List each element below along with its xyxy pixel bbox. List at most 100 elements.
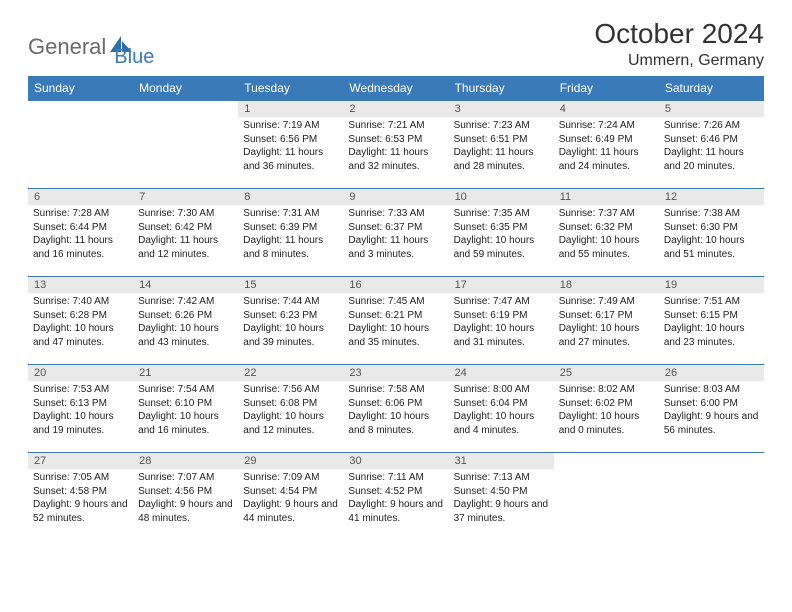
day-details: Sunrise: 7:53 AMSunset: 6:13 PMDaylight:… [28, 381, 133, 439]
day-details: Sunrise: 7:07 AMSunset: 4:56 PMDaylight:… [133, 469, 238, 527]
day-details: Sunrise: 7:58 AMSunset: 6:06 PMDaylight:… [343, 381, 448, 439]
day-cell: 16Sunrise: 7:45 AMSunset: 6:21 PMDayligh… [343, 277, 448, 365]
day-number: 15 [238, 277, 343, 293]
day-number: 26 [659, 365, 764, 381]
calendar-week-row: 20Sunrise: 7:53 AMSunset: 6:13 PMDayligh… [28, 365, 764, 453]
day-cell: 7Sunrise: 7:30 AMSunset: 6:42 PMDaylight… [133, 189, 238, 277]
day-number: 5 [659, 101, 764, 117]
empty-cell [28, 101, 133, 189]
day-number: 17 [449, 277, 554, 293]
day-cell: 9Sunrise: 7:33 AMSunset: 6:37 PMDaylight… [343, 189, 448, 277]
calendar-week-row: 6Sunrise: 7:28 AMSunset: 6:44 PMDaylight… [28, 189, 764, 277]
day-number: 31 [449, 453, 554, 469]
day-cell: 1Sunrise: 7:19 AMSunset: 6:56 PMDaylight… [238, 101, 343, 189]
day-cell: 12Sunrise: 7:38 AMSunset: 6:30 PMDayligh… [659, 189, 764, 277]
day-cell: 15Sunrise: 7:44 AMSunset: 6:23 PMDayligh… [238, 277, 343, 365]
empty-cell [554, 453, 659, 541]
empty-cell [133, 101, 238, 189]
day-header-row: SundayMondayTuesdayWednesdayThursdayFrid… [28, 76, 764, 101]
day-cell: 27Sunrise: 7:05 AMSunset: 4:58 PMDayligh… [28, 453, 133, 541]
day-details: Sunrise: 7:05 AMSunset: 4:58 PMDaylight:… [28, 469, 133, 527]
day-details: Sunrise: 7:21 AMSunset: 6:53 PMDaylight:… [343, 117, 448, 175]
empty-cell [659, 453, 764, 541]
day-details: Sunrise: 7:13 AMSunset: 4:50 PMDaylight:… [449, 469, 554, 527]
title-block: October 2024 Ummern, Germany [594, 18, 764, 70]
day-number: 12 [659, 189, 764, 205]
day-header: Wednesday [343, 76, 448, 101]
day-number: 30 [343, 453, 448, 469]
calendar-page: General Blue October 2024 Ummern, German… [0, 0, 792, 541]
day-header: Monday [133, 76, 238, 101]
day-number: 8 [238, 189, 343, 205]
day-cell: 17Sunrise: 7:47 AMSunset: 6:19 PMDayligh… [449, 277, 554, 365]
day-cell: 18Sunrise: 7:49 AMSunset: 6:17 PMDayligh… [554, 277, 659, 365]
day-cell: 23Sunrise: 7:58 AMSunset: 6:06 PMDayligh… [343, 365, 448, 453]
day-details: Sunrise: 7:37 AMSunset: 6:32 PMDaylight:… [554, 205, 659, 263]
day-details: Sunrise: 7:24 AMSunset: 6:49 PMDaylight:… [554, 117, 659, 175]
day-details: Sunrise: 8:00 AMSunset: 6:04 PMDaylight:… [449, 381, 554, 439]
day-number: 9 [343, 189, 448, 205]
day-details: Sunrise: 7:49 AMSunset: 6:17 PMDaylight:… [554, 293, 659, 351]
day-header: Tuesday [238, 76, 343, 101]
day-number: 1 [238, 101, 343, 117]
day-details: Sunrise: 7:56 AMSunset: 6:08 PMDaylight:… [238, 381, 343, 439]
logo-word2: Blue [114, 46, 154, 69]
day-details: Sunrise: 7:11 AMSunset: 4:52 PMDaylight:… [343, 469, 448, 527]
day-details: Sunrise: 7:19 AMSunset: 6:56 PMDaylight:… [238, 117, 343, 175]
day-details: Sunrise: 8:03 AMSunset: 6:00 PMDaylight:… [659, 381, 764, 439]
day-header: Friday [554, 76, 659, 101]
day-cell: 10Sunrise: 7:35 AMSunset: 6:35 PMDayligh… [449, 189, 554, 277]
day-cell: 3Sunrise: 7:23 AMSunset: 6:51 PMDaylight… [449, 101, 554, 189]
day-details: Sunrise: 7:54 AMSunset: 6:10 PMDaylight:… [133, 381, 238, 439]
day-number: 14 [133, 277, 238, 293]
day-cell: 5Sunrise: 7:26 AMSunset: 6:46 PMDaylight… [659, 101, 764, 189]
day-number: 3 [449, 101, 554, 117]
day-number: 19 [659, 277, 764, 293]
day-cell: 8Sunrise: 7:31 AMSunset: 6:39 PMDaylight… [238, 189, 343, 277]
header: General Blue October 2024 Ummern, German… [28, 18, 764, 70]
day-number: 20 [28, 365, 133, 381]
day-cell: 28Sunrise: 7:07 AMSunset: 4:56 PMDayligh… [133, 453, 238, 541]
day-cell: 24Sunrise: 8:00 AMSunset: 6:04 PMDayligh… [449, 365, 554, 453]
logo: General Blue [28, 24, 154, 69]
day-number: 22 [238, 365, 343, 381]
day-header: Thursday [449, 76, 554, 101]
day-cell: 20Sunrise: 7:53 AMSunset: 6:13 PMDayligh… [28, 365, 133, 453]
day-number: 24 [449, 365, 554, 381]
calendar-week-row: 1Sunrise: 7:19 AMSunset: 6:56 PMDaylight… [28, 101, 764, 189]
day-cell: 19Sunrise: 7:51 AMSunset: 6:15 PMDayligh… [659, 277, 764, 365]
day-number: 10 [449, 189, 554, 205]
day-cell: 14Sunrise: 7:42 AMSunset: 6:26 PMDayligh… [133, 277, 238, 365]
month-title: October 2024 [594, 18, 764, 50]
day-cell: 30Sunrise: 7:11 AMSunset: 4:52 PMDayligh… [343, 453, 448, 541]
day-details: Sunrise: 7:09 AMSunset: 4:54 PMDaylight:… [238, 469, 343, 527]
calendar-table: SundayMondayTuesdayWednesdayThursdayFrid… [28, 76, 764, 541]
day-number: 16 [343, 277, 448, 293]
day-details: Sunrise: 7:40 AMSunset: 6:28 PMDaylight:… [28, 293, 133, 351]
day-number: 6 [28, 189, 133, 205]
day-header: Sunday [28, 76, 133, 101]
day-number: 13 [28, 277, 133, 293]
day-cell: 21Sunrise: 7:54 AMSunset: 6:10 PMDayligh… [133, 365, 238, 453]
day-cell: 4Sunrise: 7:24 AMSunset: 6:49 PMDaylight… [554, 101, 659, 189]
logo-word1: General [28, 34, 106, 60]
day-cell: 13Sunrise: 7:40 AMSunset: 6:28 PMDayligh… [28, 277, 133, 365]
day-number: 21 [133, 365, 238, 381]
day-number: 11 [554, 189, 659, 205]
day-cell: 2Sunrise: 7:21 AMSunset: 6:53 PMDaylight… [343, 101, 448, 189]
day-details: Sunrise: 7:42 AMSunset: 6:26 PMDaylight:… [133, 293, 238, 351]
day-cell: 26Sunrise: 8:03 AMSunset: 6:00 PMDayligh… [659, 365, 764, 453]
day-number: 18 [554, 277, 659, 293]
calendar-week-row: 13Sunrise: 7:40 AMSunset: 6:28 PMDayligh… [28, 277, 764, 365]
day-number: 23 [343, 365, 448, 381]
day-number: 2 [343, 101, 448, 117]
day-details: Sunrise: 7:33 AMSunset: 6:37 PMDaylight:… [343, 205, 448, 263]
location: Ummern, Germany [594, 52, 764, 70]
day-details: Sunrise: 7:23 AMSunset: 6:51 PMDaylight:… [449, 117, 554, 175]
day-details: Sunrise: 7:28 AMSunset: 6:44 PMDaylight:… [28, 205, 133, 263]
calendar-week-row: 27Sunrise: 7:05 AMSunset: 4:58 PMDayligh… [28, 453, 764, 541]
day-number: 28 [133, 453, 238, 469]
day-cell: 11Sunrise: 7:37 AMSunset: 6:32 PMDayligh… [554, 189, 659, 277]
day-details: Sunrise: 7:44 AMSunset: 6:23 PMDaylight:… [238, 293, 343, 351]
day-details: Sunrise: 8:02 AMSunset: 6:02 PMDaylight:… [554, 381, 659, 439]
